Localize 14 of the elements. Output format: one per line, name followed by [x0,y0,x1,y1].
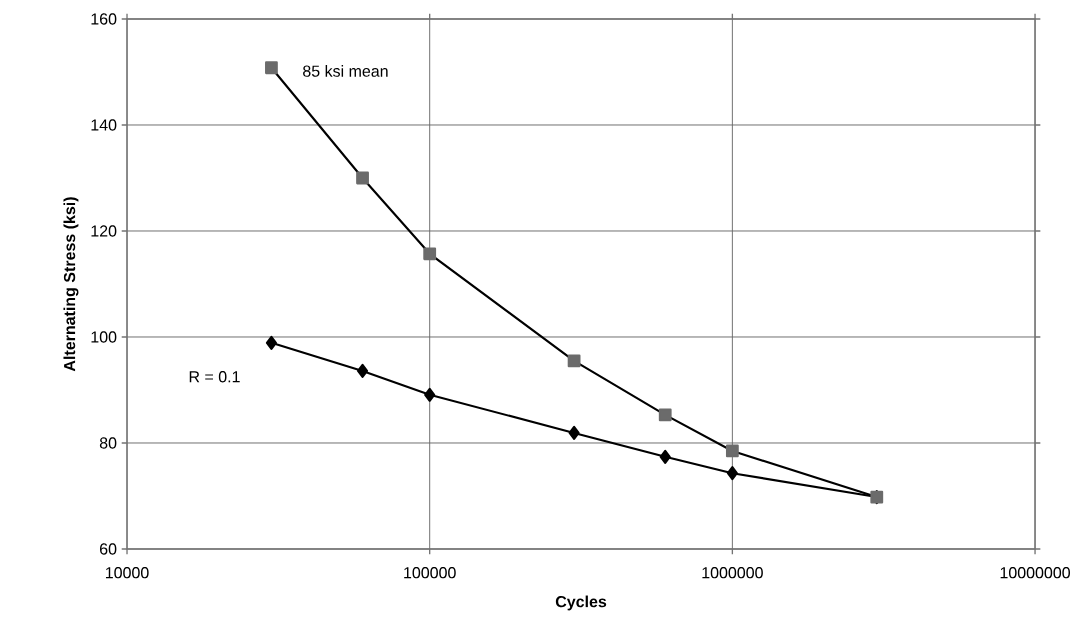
series-label: 85 ksi mean [303,65,388,77]
x-tick-label: 100000 [404,567,456,579]
y-tick-label: 80 [99,437,117,449]
x-tick-label: 10000000 [1000,567,1070,579]
x-axis-title: Cycles [555,595,607,611]
y-tick-label: 100 [91,331,117,343]
x-tick-label: 10000 [105,567,149,579]
y-tick-label: 140 [91,119,117,131]
x-tick-label: 1000000 [702,567,763,579]
y-tick-label: 60 [100,543,117,555]
y-tick-label: 120 [91,225,117,237]
y-tick-label: 160 [91,13,117,25]
y-axis-title: Alternating Stress (ksi) [63,197,79,372]
text: R = 0.1 [189,371,240,383]
